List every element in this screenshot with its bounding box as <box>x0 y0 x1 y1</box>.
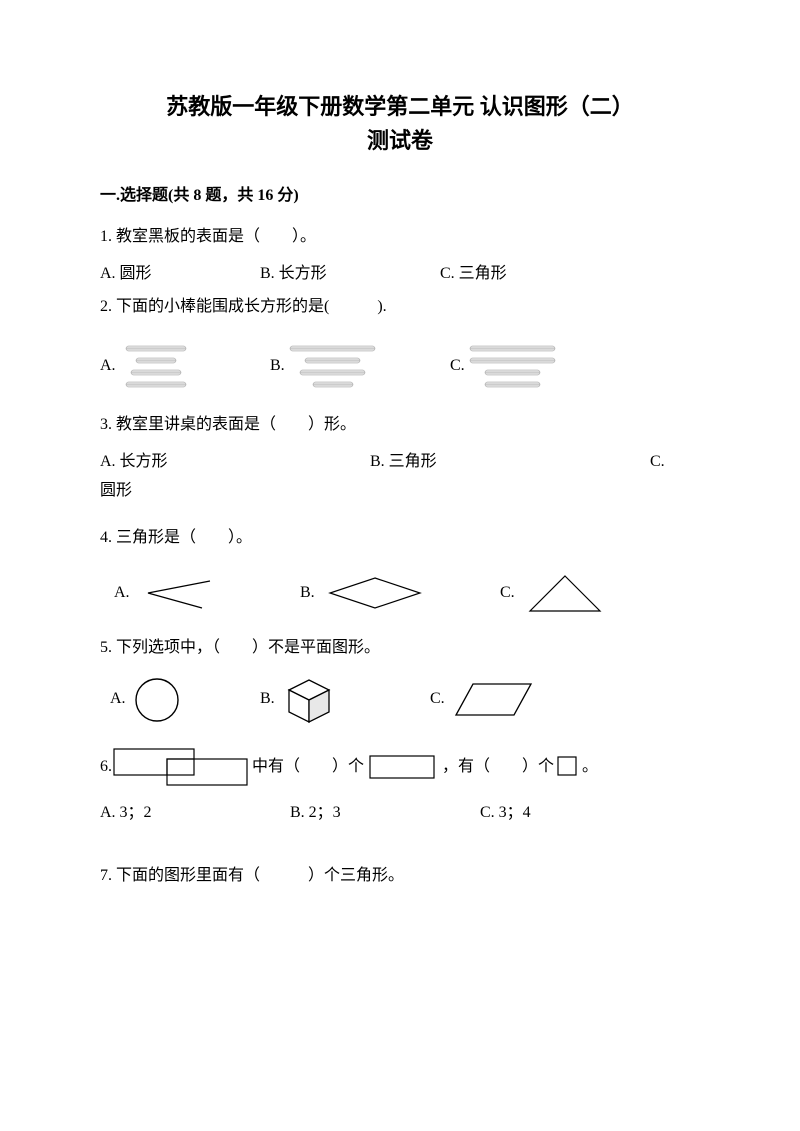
sticks-c-icon <box>465 341 565 391</box>
rhombus-shape-icon <box>325 573 425 613</box>
q6-opt-a: A. 3；2 <box>100 799 290 828</box>
q7-text: 7. 下面的图形里面有（ ）个三角形。 <box>100 862 700 891</box>
triangle-shape-icon <box>525 571 605 616</box>
question-6: 6. 中有（ ）个 ，有（ ）个 。 A. 3；2 B. 2；3 C. 3；4 <box>100 745 700 828</box>
q3-opt-a: A. 长方形 <box>100 448 370 477</box>
section-1-header: 一.选择题(共 8 题，共 16 分) <box>100 181 700 205</box>
q6-mid2: ，有（ ）个 <box>442 753 554 782</box>
question-5: 5. 下列选项中，（ ）不是平面图形。 A. B. C. <box>100 634 700 728</box>
q5-text: 5. 下列选项中，（ ）不是平面图形。 <box>100 634 700 663</box>
q3-opt-b: B. 三角形 <box>370 448 650 477</box>
circle-shape-icon <box>132 675 182 725</box>
q6-opt-c: C. 3；4 <box>480 799 531 828</box>
square-icon <box>556 753 580 782</box>
q5-opt-c-label: C. <box>430 685 445 714</box>
question-7: 7. 下面的图形里面有（ ）个三角形。 <box>100 862 700 891</box>
cube-shape-icon <box>281 672 336 727</box>
page-subtitle: 测试卷 <box>100 123 700 155</box>
q4-text: 4. 三角形是（ ）。 <box>100 524 700 553</box>
q5-opt-a-label: A. <box>110 685 126 714</box>
q2-opt-a-label: A. <box>100 352 116 381</box>
q5-options: A. B. C. <box>100 672 700 727</box>
q6-prefix: 6. <box>100 753 112 782</box>
q1-opt-c: C. 三角形 <box>440 260 507 289</box>
sticks-a-icon <box>116 341 206 391</box>
q1-opt-a: A. 圆形 <box>100 260 260 289</box>
q6-line: 6. 中有（ ）个 ，有（ ）个 。 <box>100 745 700 789</box>
q2-opt-c-label: C. <box>450 352 465 381</box>
q6-opt-b: B. 2；3 <box>290 799 480 828</box>
overlap-rects-icon <box>112 745 252 789</box>
q6-mid1: 中有（ ）个 <box>252 753 364 782</box>
parallelogram-shape-icon <box>451 677 536 722</box>
q2-text: 2. 下面的小棒能围成长方形的是( ). <box>100 293 700 322</box>
q1-opt-b: B. 长方形 <box>260 260 440 289</box>
question-4: 4. 三角形是（ ）。 A. B. C. <box>100 524 700 616</box>
page-title: 苏教版一年级下册数学第二单元 认识图形（二） <box>100 90 700 123</box>
q4-opt-b-label: B. <box>300 579 315 608</box>
q4-options: A. B. C. <box>100 571 700 616</box>
sticks-b-icon <box>285 341 385 391</box>
question-1: 1. 教室黑板的表面是（ ）。 A. 圆形 B. 长方形 C. 三角形 <box>100 223 700 289</box>
angle-shape-icon <box>140 573 220 613</box>
q1-text: 1. 教室黑板的表面是（ ）。 <box>100 223 700 252</box>
q2-opt-b-label: B. <box>270 352 285 381</box>
q4-opt-a-label: A. <box>114 579 130 608</box>
question-3: 3. 教室里讲桌的表面是（ ）形。 A. 长方形 B. 三角形 C. 圆形 <box>100 411 700 505</box>
q1-options: A. 圆形 B. 长方形 C. 三角形 <box>100 260 700 289</box>
question-2: 2. 下面的小棒能围成长方形的是( ). A. B. <box>100 293 700 392</box>
q3-opt-c-label: C. <box>650 448 665 477</box>
q6-options: A. 3；2 B. 2；3 C. 3；4 <box>100 799 700 828</box>
q3-text: 3. 教室里讲桌的表面是（ ）形。 <box>100 411 700 440</box>
q4-opt-c-label: C. <box>500 579 515 608</box>
q6-end: 。 <box>582 753 598 782</box>
q2-options: A. B. <box>100 341 700 391</box>
q5-opt-b-label: B. <box>260 685 275 714</box>
rect-icon <box>368 753 438 782</box>
q3-opt-c-text: 圆形 <box>100 477 132 506</box>
q3-options: A. 长方形 B. 三角形 C. <box>100 448 700 477</box>
